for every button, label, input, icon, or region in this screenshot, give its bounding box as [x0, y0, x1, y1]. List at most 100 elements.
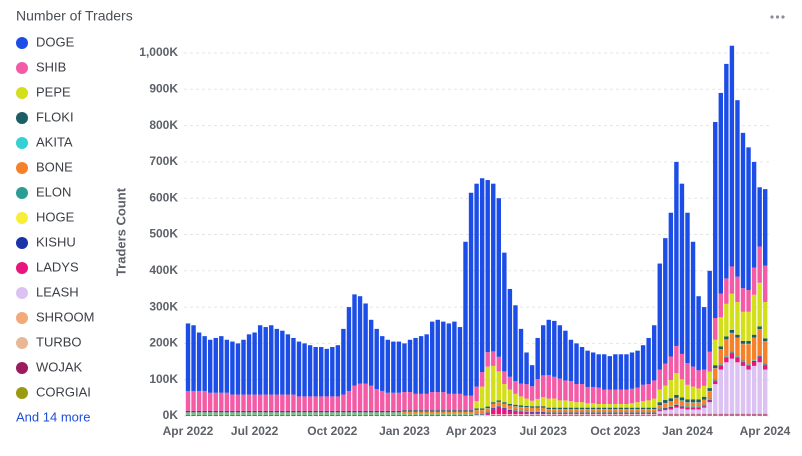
bar-segment — [402, 413, 407, 415]
bar-segment — [513, 381, 518, 394]
bar-segment — [541, 406, 546, 408]
bar-segment — [729, 293, 735, 330]
bar-segment — [363, 383, 368, 411]
menu-icon[interactable] — [770, 15, 785, 19]
bar-segment — [679, 183, 685, 354]
bar-segment — [607, 409, 612, 412]
bar-segment — [740, 414, 746, 416]
bar-segment — [191, 412, 196, 414]
bar-segment — [485, 352, 490, 367]
bar-segment — [374, 410, 379, 413]
bar-segment — [602, 354, 607, 390]
bar-segment — [257, 394, 263, 411]
bar-segment — [246, 412, 252, 414]
bar-segment — [735, 362, 740, 414]
bar-segment — [529, 410, 535, 412]
bar-segment — [690, 402, 696, 407]
legend-label: LADYS — [36, 259, 79, 274]
bar-segment — [685, 212, 690, 364]
bar-segment — [541, 414, 546, 416]
bar-segment — [757, 414, 762, 416]
bar-segment — [713, 339, 718, 366]
bar-segment — [652, 325, 657, 381]
bar-segment — [335, 413, 341, 415]
bar-segment — [696, 370, 701, 389]
bar-segment — [763, 413, 768, 415]
bar-segment — [407, 413, 413, 415]
bar-segment — [707, 270, 712, 352]
menu-dot[interactable] — [775, 15, 780, 19]
bar-segment — [324, 413, 329, 415]
bar-segment — [701, 404, 707, 406]
bar-segment — [357, 412, 363, 414]
bar-segment — [396, 414, 402, 416]
bar-segment — [235, 343, 241, 395]
bar-segment — [235, 410, 241, 413]
bar-segment — [496, 198, 501, 357]
bar-segment — [585, 411, 590, 413]
bar-segment — [491, 408, 496, 415]
legend-label: PEPE — [36, 84, 71, 99]
bar-segment — [524, 352, 529, 385]
legend-more-link[interactable]: And 14 more — [16, 409, 90, 424]
bar-segment — [235, 394, 241, 411]
bar-segment — [568, 411, 574, 413]
bar-segment — [535, 408, 540, 411]
bar-segment — [724, 336, 729, 340]
bar-segment — [502, 406, 507, 408]
bar-segment — [474, 414, 479, 415]
bar-segment — [213, 410, 218, 413]
bar-segment — [380, 414, 385, 416]
bar-segment — [579, 407, 585, 410]
bar-segment — [208, 339, 213, 393]
bar-segment — [679, 414, 685, 416]
bar-segment — [757, 414, 762, 415]
bar-segment — [491, 404, 496, 407]
bar-segment — [263, 414, 268, 416]
bar-segment — [468, 192, 474, 396]
bar-segment — [618, 415, 624, 416]
bar-segment — [535, 414, 540, 416]
bar-segment — [646, 407, 651, 410]
bar-segment — [751, 414, 757, 416]
bar-segment — [751, 413, 757, 415]
bar-segment — [541, 412, 546, 415]
bar-segment — [330, 412, 335, 414]
bar-segment — [652, 380, 657, 399]
bar-segment — [269, 413, 274, 415]
bar-segment — [468, 410, 474, 412]
bar-segment — [757, 187, 762, 247]
bar-segment — [690, 414, 696, 416]
bar-segment — [718, 346, 723, 350]
menu-dot[interactable] — [781, 15, 785, 19]
bar-segment — [590, 352, 596, 387]
bar-segment — [502, 408, 507, 415]
bar-segment — [546, 412, 551, 414]
bar-segment — [257, 410, 263, 413]
bar-segment — [602, 414, 607, 416]
menu-dot[interactable] — [770, 15, 774, 19]
bar-segment — [740, 360, 746, 362]
bar-segment — [724, 303, 729, 337]
bar-segment — [224, 410, 230, 413]
bar-segment — [219, 410, 224, 413]
bar-segment — [713, 380, 718, 382]
bar-segment — [529, 406, 535, 408]
bar-segment — [324, 410, 329, 413]
bar-segment — [696, 409, 701, 414]
bar-segment — [263, 412, 268, 414]
bar-segment — [685, 408, 690, 410]
legend-marker — [16, 137, 28, 149]
bar-segment — [685, 406, 690, 407]
bar-segment — [457, 410, 463, 412]
y-tick-label: 200K — [149, 336, 178, 350]
bar-segment — [518, 412, 524, 415]
bar-segment — [202, 413, 207, 415]
bar-segment — [368, 385, 374, 411]
bar-segment — [652, 414, 657, 416]
bar-segment — [746, 311, 751, 341]
bar-segment — [613, 412, 618, 414]
bar-segment — [518, 396, 524, 406]
bar-segment — [690, 241, 696, 367]
bar-segment — [552, 376, 557, 399]
